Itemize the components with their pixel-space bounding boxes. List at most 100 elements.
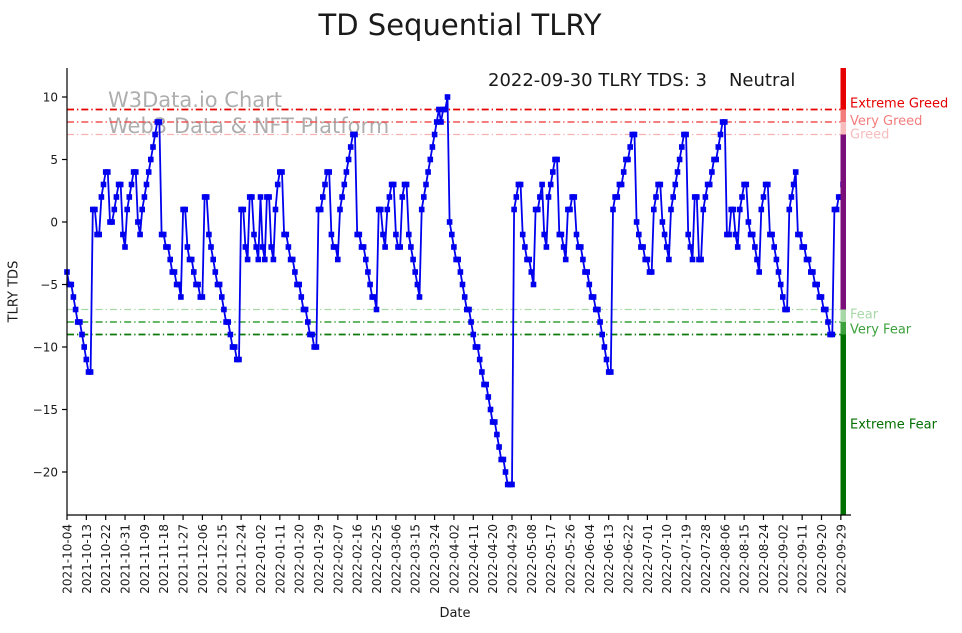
data-point-marker <box>294 281 300 288</box>
data-point-marker <box>390 181 397 188</box>
x-tick-label: 2022-04-20 <box>486 524 500 594</box>
zone-bar-segment <box>840 334 846 515</box>
data-point-marker <box>769 231 775 238</box>
data-point-marker <box>513 194 520 200</box>
data-point-marker <box>206 231 212 238</box>
data-point-marker <box>552 156 558 163</box>
data-point-marker <box>326 169 332 175</box>
data-point-marker <box>332 244 339 250</box>
data-point-marker <box>741 181 747 188</box>
data-point-marker <box>446 219 453 225</box>
data-point-marker <box>827 331 833 338</box>
x-tick-label: 2022-05-08 <box>525 524 539 594</box>
data-point-marker <box>90 206 96 213</box>
data-point-marker <box>702 194 709 200</box>
data-point-marker <box>107 219 113 225</box>
latest-tds-text: 2022-09-30 TLRY TDS: 3 <box>488 70 707 91</box>
data-point-marker <box>584 269 590 275</box>
data-point-marker <box>623 156 629 163</box>
data-point-marker <box>588 294 595 300</box>
data-point-marker <box>201 194 208 200</box>
data-point-marker <box>765 181 771 188</box>
data-point-marker <box>378 206 384 213</box>
data-point-marker <box>92 206 98 213</box>
data-point-marker <box>429 144 436 150</box>
data-point-marker <box>300 306 307 313</box>
data-point-marker <box>610 206 616 213</box>
data-point-marker <box>648 269 655 275</box>
data-point-marker <box>266 194 272 200</box>
data-point-marker <box>801 244 808 250</box>
data-point-marker <box>309 331 315 338</box>
x-tick-label: 2022-08-06 <box>718 524 732 594</box>
data-point-marker <box>457 269 464 275</box>
data-point-marker <box>384 206 391 213</box>
data-point-marker <box>292 269 298 275</box>
data-point-marker <box>812 281 818 288</box>
threshold-lines <box>67 108 843 336</box>
x-tick-label: 2021-12-15 <box>215 524 229 594</box>
data-point-marker <box>360 244 367 250</box>
data-point-marker <box>599 331 605 338</box>
zone-label: Very Fear <box>850 323 912 338</box>
data-point-marker <box>672 181 679 188</box>
data-point-marker <box>795 231 801 238</box>
data-point-marker <box>464 306 470 313</box>
data-point-marker <box>238 206 244 213</box>
x-tick-label: 2022-08-15 <box>738 524 752 594</box>
data-point-marker <box>367 281 373 288</box>
data-point-marker <box>81 344 87 350</box>
data-point-marker <box>259 244 266 250</box>
data-point-marker <box>397 244 403 250</box>
data-point-marker <box>221 306 227 313</box>
data-point-marker <box>365 269 371 275</box>
data-point-marker <box>102 169 109 175</box>
data-point-marker <box>835 194 842 200</box>
data-point-marker <box>823 306 829 313</box>
data-point-marker <box>274 181 281 188</box>
data-point-marker <box>399 194 406 200</box>
data-point-marker <box>382 244 388 250</box>
data-point-marker <box>554 156 560 163</box>
data-point-marker <box>565 206 571 213</box>
data-point-marker <box>636 231 642 238</box>
data-point-marker <box>268 244 274 250</box>
data-point-marker <box>416 294 423 300</box>
data-point-marker <box>117 181 124 188</box>
data-point-marker <box>638 244 644 250</box>
data-point-marker <box>455 256 461 263</box>
x-tick-label: 2022-02-07 <box>331 524 345 594</box>
data-point-marker <box>145 169 152 175</box>
data-point-marker <box>264 194 270 200</box>
data-point-marker <box>307 331 313 338</box>
data-point-marker <box>683 131 689 138</box>
data-point-marker <box>236 356 242 363</box>
data-point-marker <box>709 169 715 175</box>
data-point-marker <box>285 244 292 250</box>
data-point-marker <box>199 294 206 300</box>
data-point-marker <box>279 169 285 175</box>
data-point-marker <box>173 281 180 288</box>
data-point-marker <box>722 119 728 125</box>
data-point-marker <box>160 231 167 238</box>
data-point-marker <box>167 256 173 263</box>
data-point-marker <box>483 381 489 388</box>
data-point-marker <box>494 431 500 438</box>
data-point-marker <box>425 169 431 175</box>
data-point-marker <box>427 156 434 163</box>
data-point-marker <box>440 106 446 113</box>
data-point-marker <box>775 269 782 275</box>
data-point-marker <box>451 244 457 250</box>
data-point-marker <box>734 244 741 250</box>
data-point-marker <box>347 144 354 150</box>
data-point-marker <box>739 194 745 200</box>
data-point-marker <box>141 194 148 200</box>
data-point-marker <box>403 181 410 188</box>
data-point-marker <box>762 181 769 188</box>
data-point-marker <box>410 256 416 263</box>
data-point-marker <box>659 219 666 225</box>
data-point-marker <box>143 181 150 188</box>
data-point-marker <box>644 256 651 263</box>
data-point-marker <box>543 244 550 250</box>
